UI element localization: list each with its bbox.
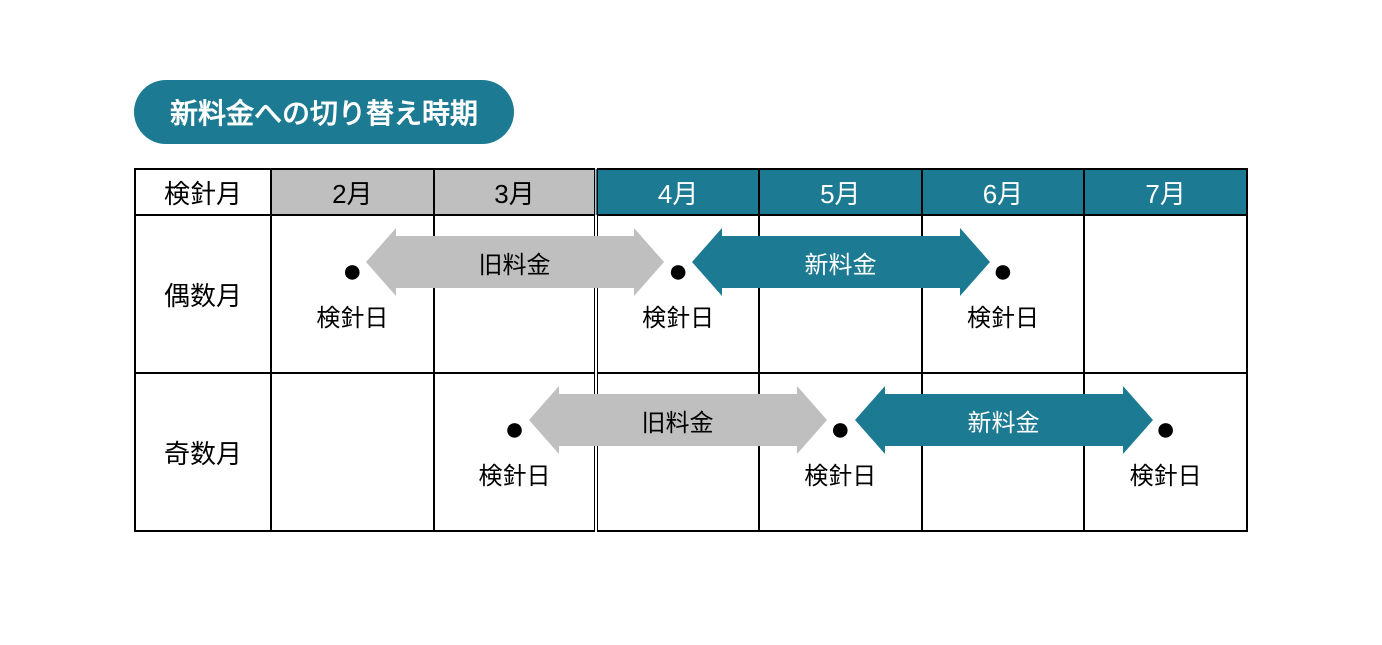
marker-label: 検針日: [923, 298, 1084, 333]
marker-r0-m0: ● 検針日: [272, 254, 433, 333]
header-month-5: 7月: [1084, 169, 1247, 215]
header-rowlabel: 検針月: [135, 169, 271, 215]
marker-r1-m2: ● 検針日: [1085, 412, 1246, 491]
timeline-table: 検針月 2月 3月 4月 5月 6月 7月 偶数月 ● 検針日: [134, 168, 1248, 532]
row-even: 偶数月 ● 検針日 ● 検針日: [135, 215, 1247, 373]
marker-r0-m2: ● 検針日: [923, 254, 1084, 333]
dot-icon: ●: [923, 254, 1084, 288]
marker-r1-m1: ● 検針日: [760, 412, 921, 491]
dot-icon: ●: [598, 254, 758, 288]
dot-icon: ●: [760, 412, 921, 446]
marker-r0-m1: ● 検針日: [598, 254, 758, 333]
timeline-table-wrap: 検針月 2月 3月 4月 5月 6月 7月 偶数月 ● 検針日: [134, 168, 1248, 532]
dot-icon: ●: [1085, 412, 1246, 446]
cell-r0-c0: ● 検針日: [271, 215, 434, 373]
cell-r1-c1: ● 検針日: [434, 373, 597, 531]
marker-label: 検針日: [435, 456, 595, 491]
title-pill: 新料金への切り替え時期: [134, 80, 514, 144]
cell-r1-c5: ● 検針日: [1084, 373, 1247, 531]
cell-r0-c5: [1084, 215, 1247, 373]
marker-label: 検針日: [1085, 456, 1246, 491]
row-even-label: 偶数月: [135, 215, 271, 373]
header-row: 検針月 2月 3月 4月 5月 6月 7月: [135, 169, 1247, 215]
cell-r0-c4: ● 検針日: [922, 215, 1085, 373]
header-month-3: 5月: [759, 169, 922, 215]
marker-label: 検針日: [272, 298, 433, 333]
cell-r1-c3: ● 検針日: [759, 373, 922, 531]
header-month-0: 2月: [271, 169, 434, 215]
marker-label: 検針日: [598, 298, 758, 333]
header-month-2: 4月: [596, 169, 759, 215]
row-odd-label: 奇数月: [135, 373, 271, 531]
header-month-1: 3月: [434, 169, 597, 215]
dot-icon: ●: [272, 254, 433, 288]
cell-r1-c4: [922, 373, 1085, 531]
cell-r0-c3: [759, 215, 922, 373]
cell-r0-c2: ● 検針日: [596, 215, 759, 373]
marker-r1-m0: ● 検針日: [435, 412, 595, 491]
row-odd: 奇数月 ● 検針日 ● 検針日: [135, 373, 1247, 531]
dot-icon: ●: [435, 412, 595, 446]
cell-r1-c2: [596, 373, 759, 531]
marker-label: 検針日: [760, 456, 921, 491]
cell-r1-c0: [271, 373, 434, 531]
cell-r0-c1: [434, 215, 597, 373]
header-month-4: 6月: [922, 169, 1085, 215]
